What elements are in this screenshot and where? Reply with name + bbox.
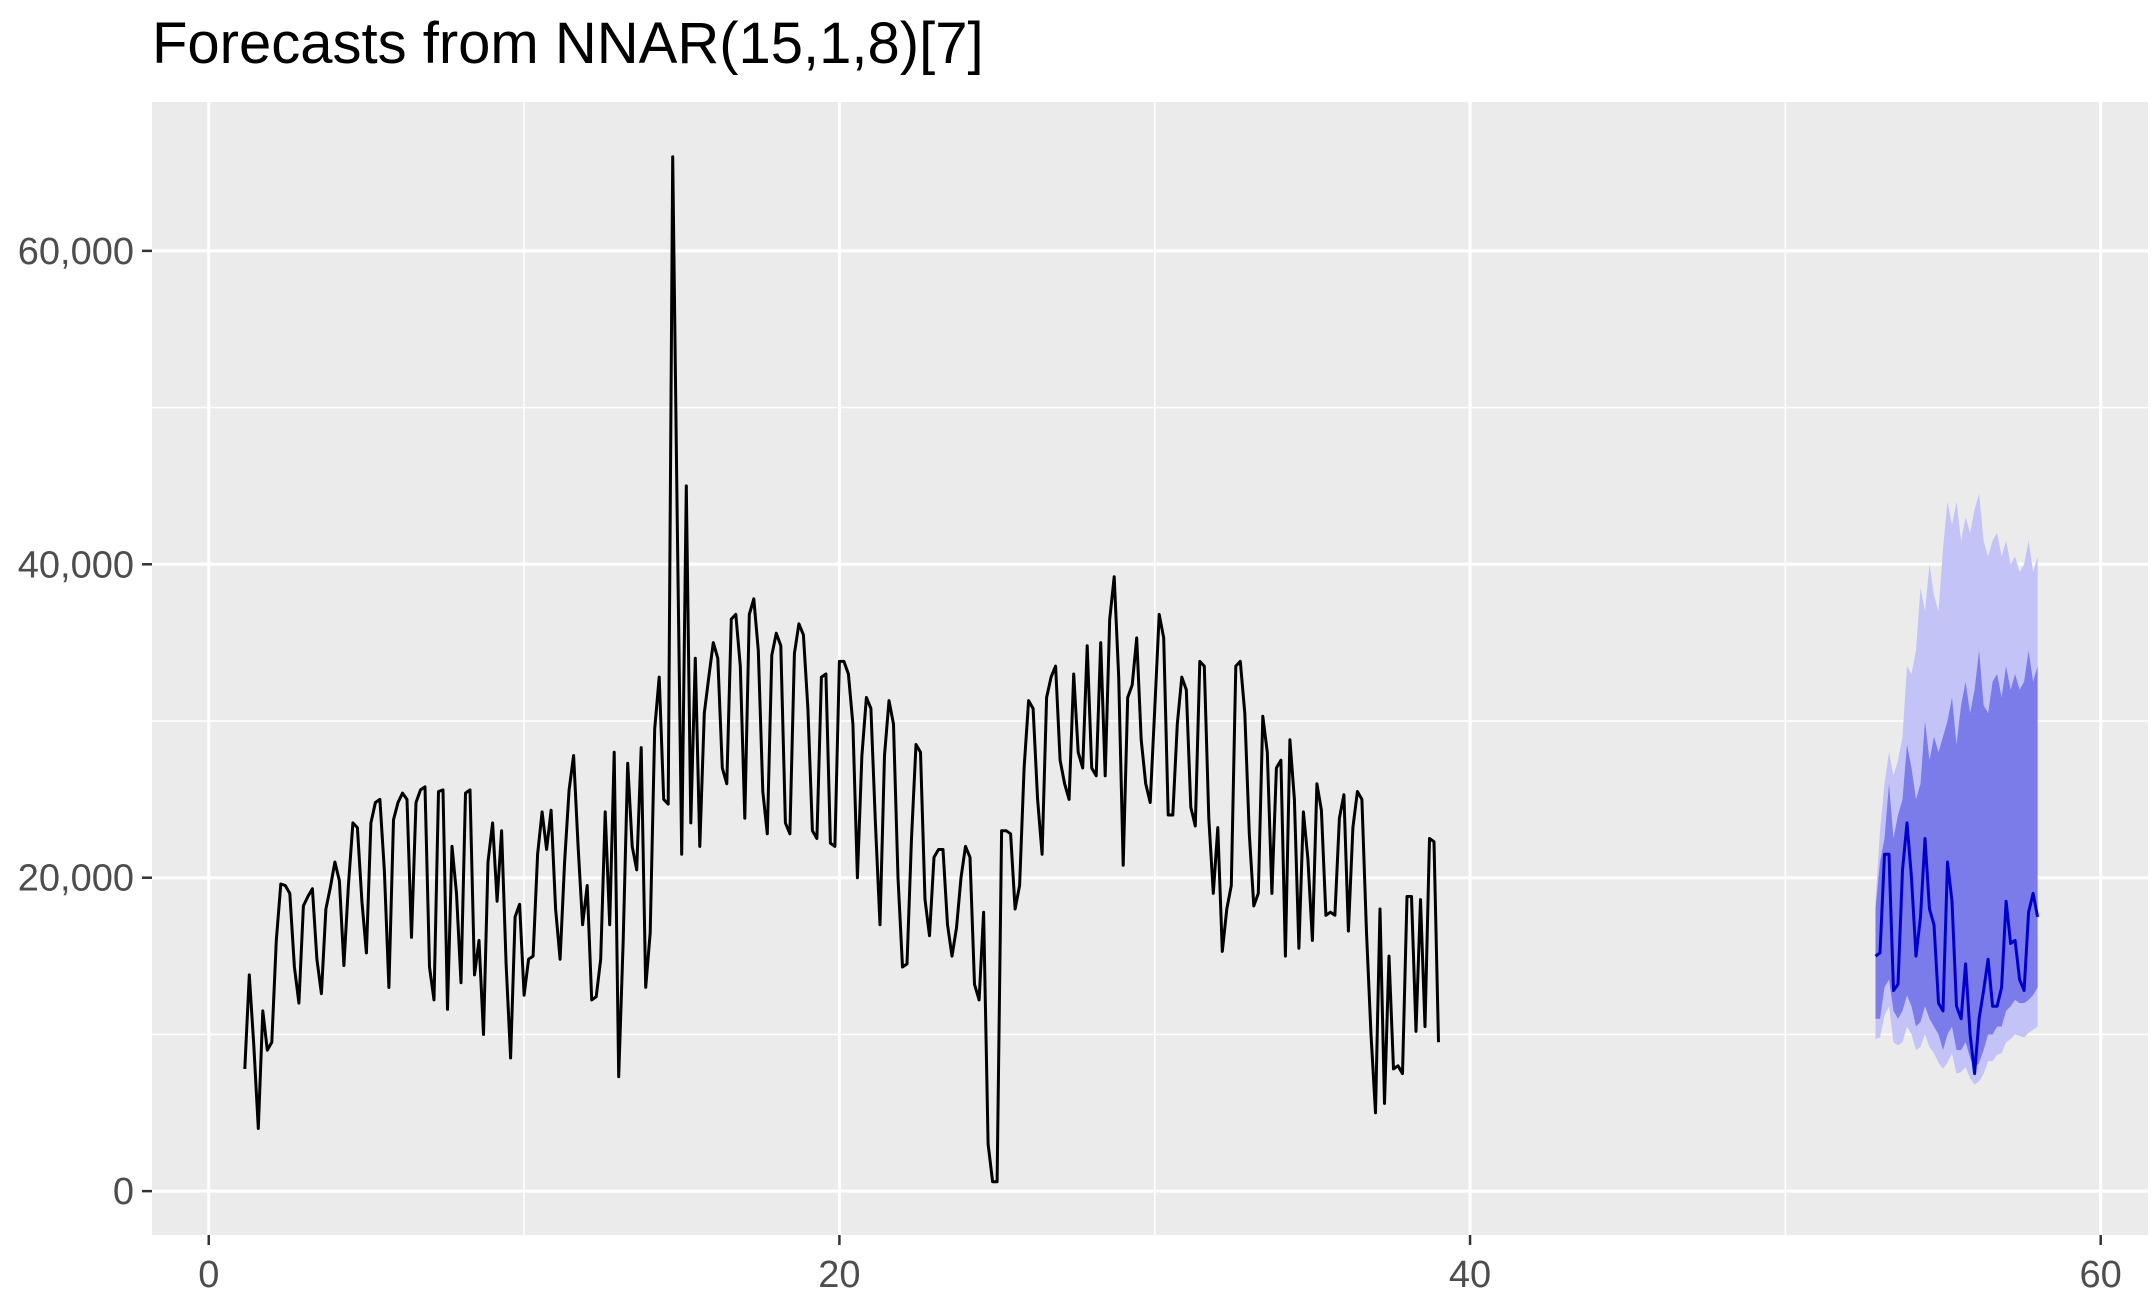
y-tick-label: 40,000 xyxy=(18,544,134,586)
axis-ticks xyxy=(142,249,2102,1245)
chart-title: Forecasts from NNAR(15,1,8)[7] xyxy=(152,11,984,76)
x-tick-label: 0 xyxy=(198,1254,219,1296)
x-tick-label: 60 xyxy=(2080,1254,2122,1296)
series-lines xyxy=(243,155,2040,1184)
axis-tick-labels: 0 20 40 60 0 20,000 40,000 60,000 xyxy=(18,231,2122,1296)
pi80-band xyxy=(1875,650,2038,1069)
x-tick-label: 40 xyxy=(1449,1254,1491,1296)
forecast-line xyxy=(1874,821,2040,1076)
history-line xyxy=(243,155,1440,1184)
x-tick-label: 20 xyxy=(818,1254,860,1296)
y-tick-label: 0 xyxy=(113,1171,134,1213)
y-tick-label: 20,000 xyxy=(18,858,134,900)
y-tick-label: 60,000 xyxy=(18,231,134,273)
grid-major-lines xyxy=(152,102,2148,1235)
plot-panel xyxy=(152,102,2148,1235)
